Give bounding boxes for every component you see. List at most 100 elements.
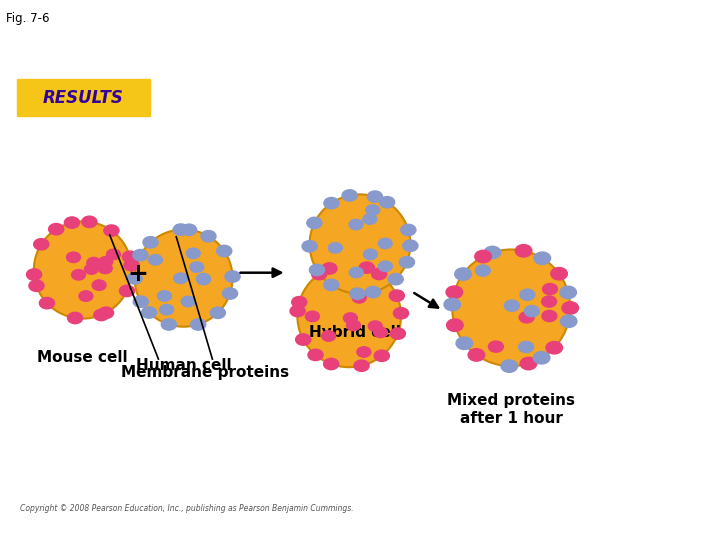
Circle shape (501, 360, 518, 372)
Circle shape (474, 251, 491, 263)
Circle shape (468, 349, 485, 361)
Ellipse shape (34, 221, 132, 319)
Circle shape (322, 331, 336, 341)
Circle shape (98, 263, 112, 274)
Circle shape (546, 341, 562, 354)
Circle shape (307, 217, 322, 228)
Circle shape (104, 225, 119, 237)
Circle shape (520, 289, 535, 300)
Circle shape (312, 268, 327, 280)
Text: Human cell: Human cell (136, 358, 231, 373)
Circle shape (87, 258, 101, 268)
Circle shape (374, 327, 387, 338)
Circle shape (308, 349, 323, 361)
Text: Hybrid cell: Hybrid cell (309, 325, 400, 340)
Circle shape (402, 240, 418, 252)
Text: Mixed proteins
after 1 hour: Mixed proteins after 1 hour (447, 393, 575, 426)
Circle shape (390, 290, 405, 301)
Circle shape (186, 248, 200, 259)
Circle shape (290, 305, 305, 316)
Circle shape (350, 288, 365, 299)
Circle shape (560, 286, 577, 299)
Circle shape (94, 309, 109, 321)
Circle shape (352, 293, 366, 303)
Circle shape (324, 198, 339, 209)
Circle shape (79, 291, 93, 301)
Circle shape (543, 284, 557, 295)
Circle shape (372, 268, 387, 280)
Circle shape (505, 300, 519, 311)
Circle shape (456, 337, 472, 349)
Circle shape (366, 205, 379, 215)
Circle shape (562, 302, 578, 314)
Text: Copyright © 2008 Pearson Education, Inc., publishing as Pearson Benjamin Cumming: Copyright © 2008 Pearson Education, Inc.… (20, 504, 354, 513)
Circle shape (390, 328, 405, 339)
Circle shape (296, 334, 311, 345)
Circle shape (160, 305, 174, 315)
Circle shape (225, 271, 240, 282)
Circle shape (27, 269, 42, 280)
Circle shape (122, 251, 138, 262)
Circle shape (158, 291, 171, 301)
Circle shape (363, 214, 377, 224)
Circle shape (343, 313, 357, 323)
Circle shape (161, 319, 176, 330)
Circle shape (82, 216, 97, 227)
Circle shape (324, 279, 339, 291)
Circle shape (354, 360, 369, 372)
Circle shape (323, 359, 338, 370)
Circle shape (322, 263, 337, 274)
Circle shape (127, 273, 143, 284)
Circle shape (99, 307, 114, 319)
Circle shape (181, 296, 195, 307)
Circle shape (142, 307, 157, 318)
Circle shape (388, 273, 403, 285)
Circle shape (541, 296, 557, 307)
Circle shape (99, 256, 113, 267)
Ellipse shape (135, 230, 233, 327)
Circle shape (197, 274, 210, 285)
Circle shape (379, 261, 392, 272)
Circle shape (302, 241, 318, 252)
Circle shape (210, 307, 225, 319)
Circle shape (222, 288, 238, 299)
Text: RESULTS: RESULTS (43, 89, 124, 107)
Circle shape (217, 245, 232, 256)
Circle shape (488, 341, 503, 352)
Circle shape (92, 280, 106, 291)
Circle shape (393, 308, 408, 319)
Circle shape (191, 319, 206, 330)
Circle shape (455, 268, 472, 280)
FancyBboxPatch shape (17, 79, 150, 116)
Circle shape (84, 264, 99, 274)
Circle shape (534, 352, 550, 364)
Circle shape (143, 237, 158, 248)
Text: Fig. 7-6: Fig. 7-6 (6, 12, 49, 25)
Circle shape (64, 217, 79, 228)
Circle shape (524, 306, 539, 317)
Circle shape (133, 249, 148, 261)
Circle shape (328, 242, 342, 253)
Circle shape (484, 246, 500, 259)
Circle shape (357, 347, 371, 357)
Circle shape (107, 249, 120, 260)
Circle shape (349, 219, 363, 230)
Circle shape (379, 197, 395, 208)
Circle shape (534, 252, 551, 265)
Circle shape (71, 269, 86, 280)
Ellipse shape (297, 265, 401, 367)
Circle shape (34, 239, 49, 250)
Ellipse shape (452, 249, 570, 366)
Circle shape (551, 267, 567, 280)
Ellipse shape (310, 194, 410, 294)
Circle shape (148, 254, 163, 265)
Circle shape (374, 350, 390, 361)
Circle shape (521, 357, 537, 370)
Circle shape (120, 285, 135, 296)
Circle shape (181, 224, 197, 235)
Circle shape (342, 190, 357, 201)
Circle shape (444, 298, 461, 310)
Text: Mouse cell: Mouse cell (37, 350, 128, 365)
Circle shape (475, 265, 490, 276)
Circle shape (292, 296, 307, 308)
